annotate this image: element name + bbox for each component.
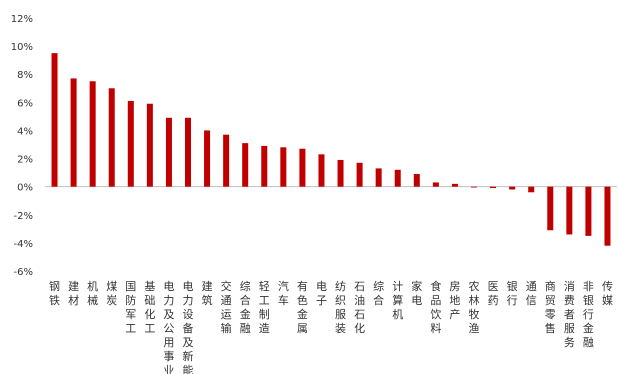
x-axis-labels: 钢铁建材机械煤炭国防军工基础化工电力及公用事业电力设备及新能源建筑交通运输综合金… bbox=[49, 279, 613, 374]
bar bbox=[185, 117, 191, 187]
bar bbox=[337, 159, 344, 187]
bars bbox=[51, 53, 611, 246]
x-tick-label: 电力及公用事业 bbox=[163, 280, 174, 374]
y-tick-label: 10% bbox=[11, 42, 33, 53]
bar bbox=[127, 100, 134, 187]
y-tick-label: 8% bbox=[17, 70, 33, 81]
x-tick-label: 轻工制造 bbox=[259, 279, 270, 335]
x-tick-label: 医药 bbox=[488, 280, 499, 307]
x-tick-label: 钢铁 bbox=[49, 280, 60, 307]
bar bbox=[89, 81, 96, 187]
x-tick-label: 煤炭 bbox=[106, 280, 117, 307]
bar bbox=[318, 154, 325, 187]
x-tick-label: 食品饮料 bbox=[430, 279, 441, 335]
bar bbox=[51, 53, 58, 187]
bar bbox=[509, 186, 516, 190]
x-tick-label: 汽车 bbox=[278, 279, 289, 307]
x-tick-label: 有色金属 bbox=[297, 279, 308, 335]
bar bbox=[585, 186, 592, 236]
x-tick-label: 通信 bbox=[526, 280, 537, 307]
y-tick-label: 2% bbox=[17, 155, 33, 166]
bar bbox=[413, 174, 420, 187]
y-tick-label: 4% bbox=[17, 126, 33, 137]
bar bbox=[394, 169, 401, 187]
y-tick-label: -2% bbox=[14, 211, 33, 222]
x-tick-label: 银行 bbox=[507, 279, 518, 307]
y-tick-label: 0% bbox=[17, 183, 33, 194]
x-tick-label: 交通运输 bbox=[221, 279, 232, 335]
bar bbox=[70, 78, 77, 187]
bar bbox=[108, 88, 115, 187]
bar bbox=[471, 186, 477, 188]
bar bbox=[490, 186, 497, 189]
x-tick-label: 消费者服务 bbox=[564, 279, 575, 349]
x-tick-label: 纺织服装 bbox=[335, 279, 346, 335]
bar bbox=[299, 148, 306, 187]
x-tick-label: 计算机 bbox=[392, 280, 403, 321]
x-tick-label: 农林牧渔 bbox=[469, 279, 480, 335]
bar bbox=[280, 147, 287, 187]
x-tick-label: 机械 bbox=[87, 279, 98, 307]
y-tick-label: 12% bbox=[11, 14, 33, 25]
bar bbox=[165, 117, 172, 187]
x-tick-label: 国防军工 bbox=[125, 280, 136, 335]
x-tick-label: 建筑 bbox=[202, 279, 213, 307]
bar bbox=[223, 134, 230, 187]
x-tick-label: 综合金融 bbox=[240, 279, 251, 335]
y-axis: -6% -4% -2% 0% 2% 4% 6% 8% 10% 12% bbox=[11, 14, 33, 278]
bar bbox=[375, 168, 382, 187]
bar bbox=[547, 186, 554, 231]
x-tick-label: 综合 bbox=[373, 279, 384, 307]
bar bbox=[204, 130, 211, 187]
x-tick-label: 商贸零售 bbox=[545, 279, 556, 335]
x-tick-label: 家电 bbox=[411, 279, 422, 307]
bar bbox=[242, 143, 249, 187]
bar bbox=[528, 186, 535, 193]
x-tick-label: 建材 bbox=[68, 279, 79, 307]
x-tick-label: 电力设备及新能源 bbox=[183, 280, 194, 374]
y-tick-label: -6% bbox=[14, 267, 33, 278]
bar bbox=[356, 162, 363, 187]
bar bbox=[566, 186, 573, 235]
x-tick-label: 石油石化 bbox=[354, 280, 365, 335]
x-tick-label: 电子 bbox=[316, 280, 327, 307]
x-tick-label: 传媒 bbox=[602, 280, 613, 307]
bar bbox=[451, 183, 458, 187]
x-tick-label: 非银行金融 bbox=[583, 280, 594, 349]
y-tick-label: 6% bbox=[17, 98, 33, 109]
bar bbox=[432, 182, 439, 187]
bar bbox=[261, 145, 268, 187]
y-tick-label: -4% bbox=[14, 239, 33, 250]
x-tick-label: 房地产 bbox=[449, 280, 460, 321]
bar bbox=[146, 103, 153, 187]
x-tick-label: 基础化工 bbox=[144, 280, 155, 335]
bar bbox=[604, 186, 611, 246]
